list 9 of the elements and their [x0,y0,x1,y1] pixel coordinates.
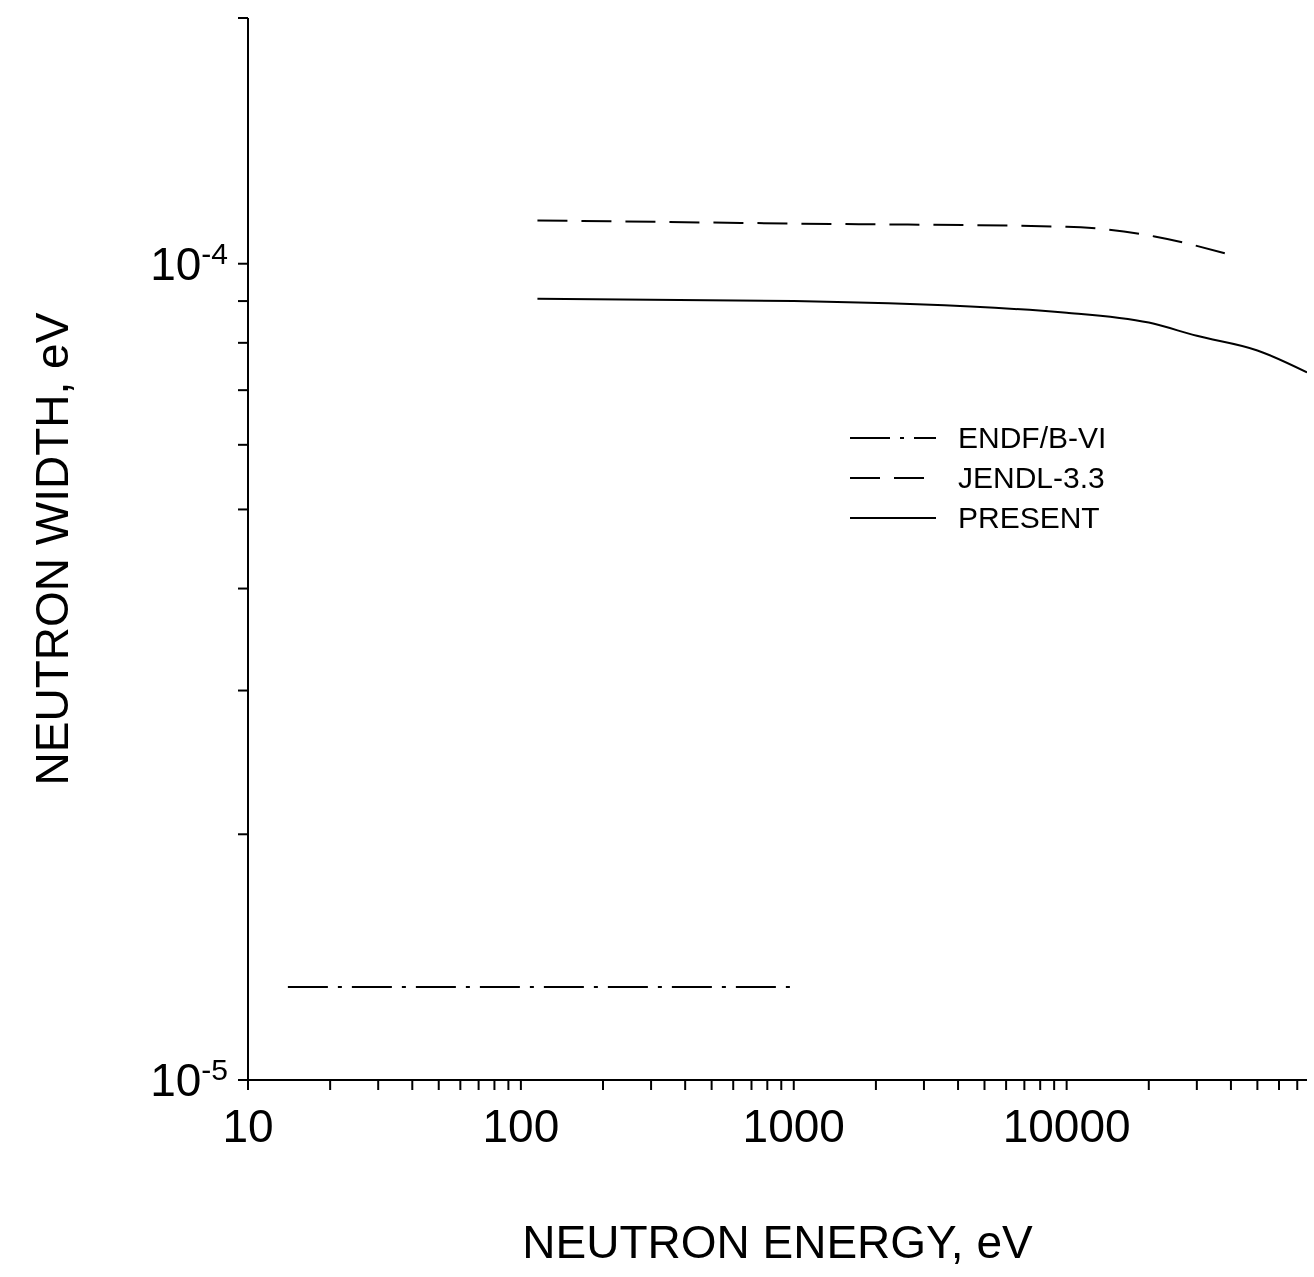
legend-label: ENDF/B-VI [958,421,1107,455]
y-axis-title: NEUTRON WIDTH, eV [26,312,78,786]
legend-label: JENDL-3.3 [958,461,1105,495]
x-tick-label: 1000 [742,1100,845,1152]
y-tick-label: 10$^{-4}$ [150,236,228,290]
x-tick-label: 100 [482,1100,560,1152]
legend-label: PRESENT [958,501,1100,535]
x-tick-label: 10000 [1002,1100,1131,1152]
x-axis-title: NEUTRON ENERGY, eV [522,1216,1033,1268]
